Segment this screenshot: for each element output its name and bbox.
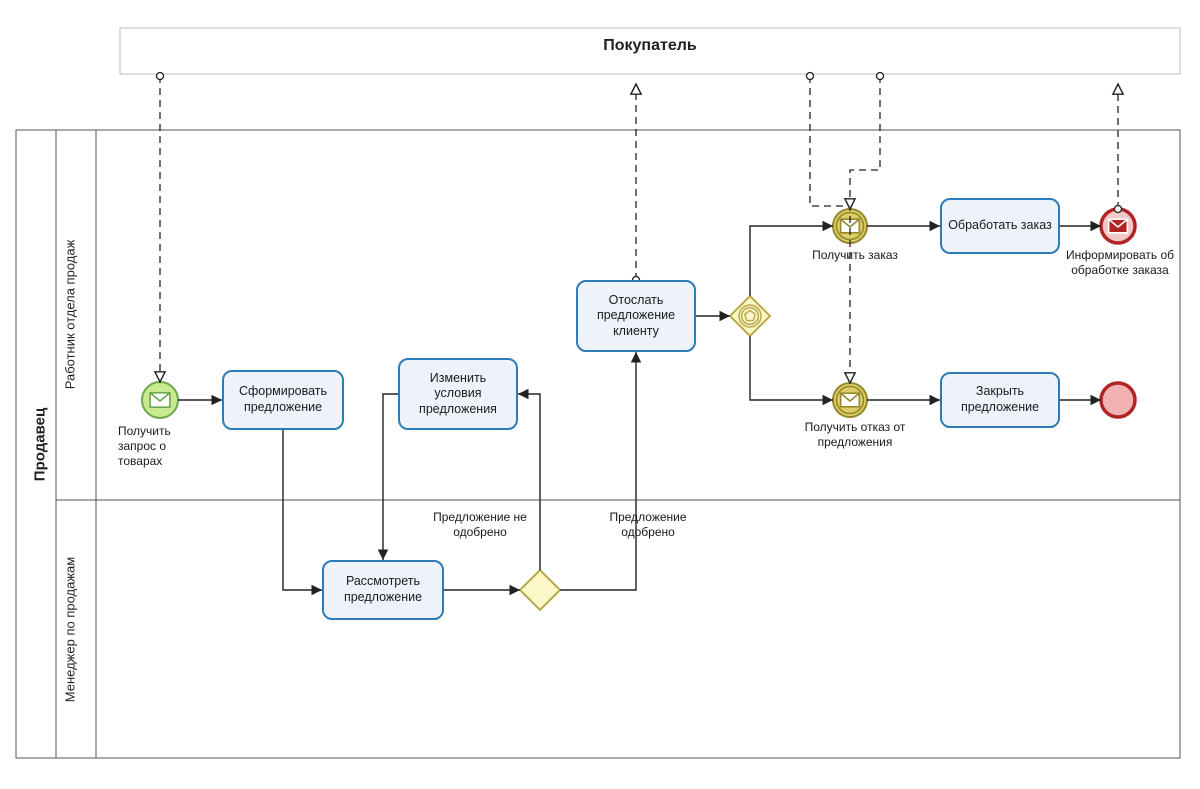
participant-buyer: Покупатель	[120, 37, 1180, 55]
seq-flow-t_form-t_review	[283, 430, 322, 590]
msg-flow-3	[850, 76, 880, 209]
event-e_end	[1101, 383, 1135, 417]
seq-flow-g_review-t_send	[560, 352, 636, 590]
event-order-label: Получить заказ	[810, 248, 900, 263]
task-send-offer: Отослать предложение клиенту	[576, 280, 696, 352]
lane-sales-worker-label: Работник отдела продаж	[63, 215, 78, 415]
event-inform-label: Информировать об обработке заказа	[1050, 248, 1190, 278]
seq-flow-t_change-t_review	[383, 394, 398, 560]
lane-sales-manager-label: Менеджер по продажам	[63, 530, 78, 730]
event-refuse-label: Получить отказ от предложения	[800, 420, 910, 450]
task-review-offer: Рассмотреть предложение	[322, 560, 444, 620]
gateway-g_review	[520, 570, 560, 610]
task-process-order: Обработать заказ	[940, 198, 1060, 254]
edge-label-not-approved: Предложение не одобрено	[410, 510, 550, 540]
pool-seller-label: Продавец	[32, 365, 49, 525]
task-change-offer: Изменить условия предложения	[398, 358, 518, 430]
edge-label-approved: Предложение одобрено	[588, 510, 708, 540]
seq-flow-g_review-t_change	[518, 394, 540, 570]
task-close-offer: Закрыть предложение	[940, 372, 1060, 428]
task-form-offer: Сформировать предложение	[222, 370, 344, 430]
event-start-label: Получить запрос о товарах	[118, 424, 208, 469]
seq-flow-g_event-e_refuse	[750, 336, 833, 400]
gateway-g_event	[730, 296, 770, 336]
